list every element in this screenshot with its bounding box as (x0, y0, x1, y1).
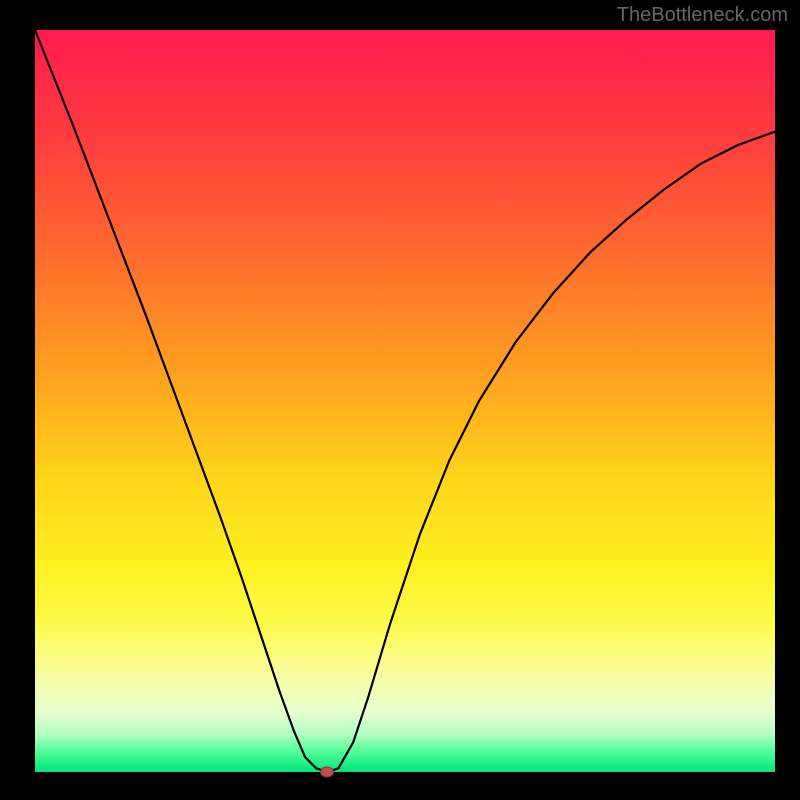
min-marker (320, 767, 334, 778)
chart-plot-area (35, 30, 775, 772)
bottleneck-curve (35, 30, 775, 772)
watermark-text: TheBottleneck.com (617, 4, 788, 27)
chart-svg-overlay (35, 30, 775, 772)
